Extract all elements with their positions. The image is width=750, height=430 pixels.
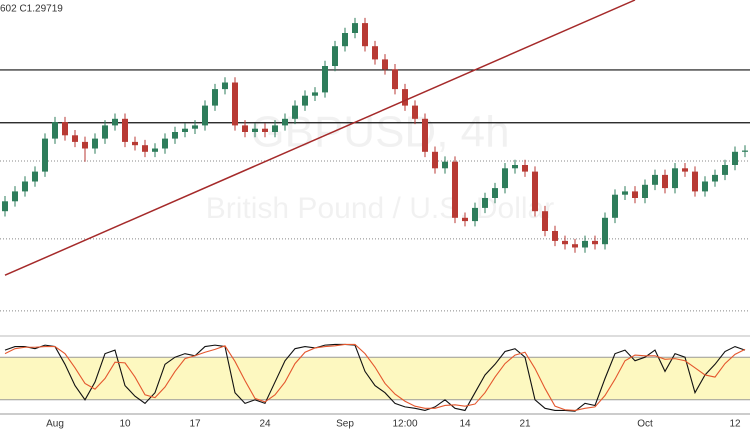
- candle-body: [702, 181, 708, 192]
- trend-line: [4, 0, 636, 276]
- candle-body: [92, 138, 98, 149]
- header-ohlc: 602 C1.29719: [0, 4, 63, 15]
- x-tick-label: Aug: [46, 419, 64, 430]
- candle-body: [532, 171, 538, 212]
- candle-body: [482, 198, 488, 208]
- x-tick-label: Oct: [637, 419, 653, 430]
- x-tick-label: 12: [729, 419, 741, 430]
- watermark-subtitle: British Pound / U.S. Dollar: [206, 192, 554, 225]
- candle-body: [692, 171, 698, 192]
- x-tick-label: Sep: [336, 419, 354, 430]
- x-tick-label: 17: [189, 419, 201, 430]
- candle-body: [212, 89, 218, 106]
- x-tick-label: 21: [519, 419, 531, 430]
- candle-body: [432, 151, 438, 169]
- candle-body: [492, 188, 498, 198]
- x-tick-label: 12:00: [392, 419, 417, 430]
- candle-body: [462, 217, 468, 222]
- candle-body: [352, 23, 358, 33]
- candle-body: [552, 231, 558, 241]
- x-tick-label: 24: [259, 419, 271, 430]
- candle-body: [112, 118, 118, 126]
- candle-body: [2, 201, 8, 212]
- candle-body: [132, 141, 138, 146]
- candle-body: [672, 168, 678, 189]
- candle-body: [262, 128, 268, 132]
- candle-body: [582, 240, 588, 248]
- candle-body: [742, 150, 748, 152]
- candle-body: [272, 125, 278, 132]
- candle-body: [342, 33, 348, 47]
- candle-body: [452, 161, 458, 218]
- candle-body: [662, 174, 668, 189]
- candle-body: [382, 59, 388, 70]
- candle-body: [142, 145, 148, 152]
- candle-body: [52, 122, 58, 139]
- candle-body: [402, 89, 408, 106]
- candle-body: [12, 191, 18, 202]
- candle-body: [652, 174, 658, 185]
- candle-body: [292, 105, 298, 119]
- candle-body: [622, 191, 628, 195]
- candle-body: [562, 240, 568, 245]
- candle-body: [682, 168, 688, 172]
- candle-body: [472, 207, 478, 222]
- candle-body: [102, 125, 108, 139]
- candle-body: [732, 151, 738, 165]
- candle-body: [72, 135, 78, 142]
- candle-body: [712, 174, 718, 182]
- candle-body: [172, 132, 178, 139]
- candle-body: [282, 118, 288, 126]
- candle-body: [192, 125, 198, 129]
- candle-body: [422, 118, 428, 152]
- candle-body: [42, 138, 48, 172]
- oscillator-line: [4, 343, 746, 412]
- candle-body: [162, 138, 168, 149]
- candle-body: [632, 191, 638, 198]
- candle-body: [202, 105, 208, 126]
- candle-body: [502, 168, 508, 189]
- candle-body: [232, 82, 238, 126]
- candle-body: [442, 161, 448, 169]
- candle-body: [122, 118, 128, 142]
- candle-body: [252, 128, 258, 132]
- candle-body: [412, 105, 418, 119]
- candle-body: [512, 165, 518, 169]
- candle-body: [302, 95, 308, 106]
- candle-body: [22, 181, 28, 192]
- candle-body: [62, 122, 68, 136]
- candle-body: [152, 148, 158, 152]
- candle-body: [182, 128, 188, 132]
- candle-body: [722, 165, 728, 175]
- candle-body: [32, 171, 38, 182]
- candle-body: [572, 244, 578, 248]
- candle-body: [392, 69, 398, 90]
- candle-body: [592, 240, 598, 245]
- candle-body: [642, 184, 648, 198]
- candle-body: [242, 125, 248, 132]
- candle-body: [372, 46, 378, 60]
- x-tick-label: 10: [119, 419, 131, 430]
- candle-body: [612, 194, 618, 218]
- watermark: GBPUSD, 4h: [250, 108, 509, 157]
- candle-body: [332, 46, 338, 66]
- candle-body: [312, 92, 318, 96]
- level-band: [0, 357, 750, 400]
- x-tick-label: 14: [459, 419, 471, 430]
- candle-body: [602, 217, 608, 245]
- oscillator-line: [4, 343, 746, 412]
- candle-body: [82, 141, 88, 149]
- candle-body: [322, 66, 328, 93]
- candle-body: [542, 211, 548, 231]
- candle-body: [522, 165, 528, 172]
- candle-body: [222, 82, 228, 90]
- candle-body: [362, 23, 368, 47]
